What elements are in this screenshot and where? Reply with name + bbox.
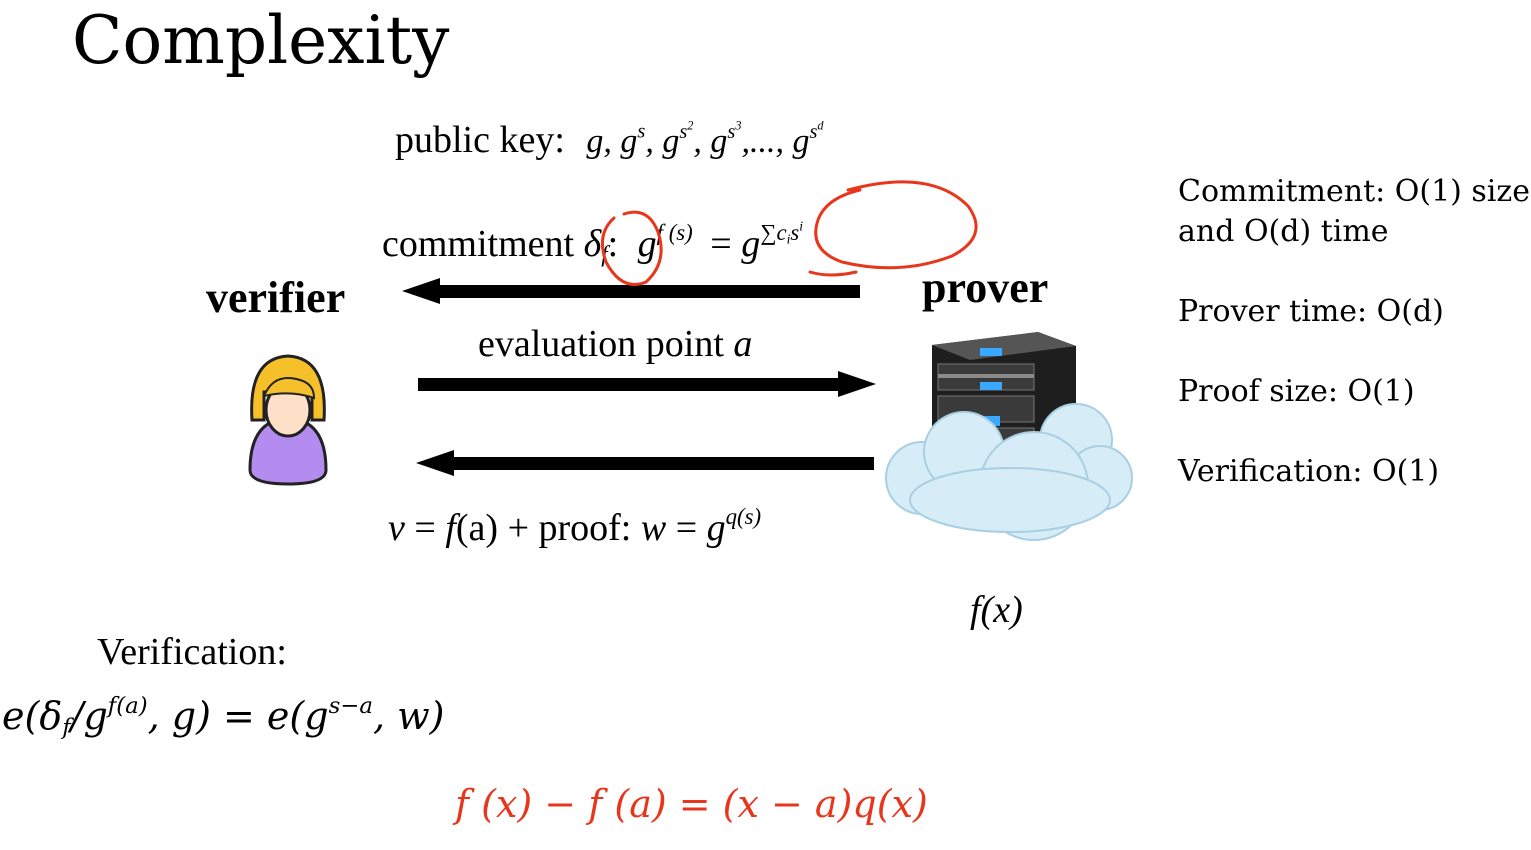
commitment-label: commitment — [382, 223, 575, 265]
response-expression: v = f(a) + proof: w = gq(s) — [388, 504, 762, 549]
pk-exp-2: s — [679, 120, 688, 143]
pk-exp-d-power: d — [817, 118, 824, 133]
server-cloud-icon — [885, 332, 1133, 541]
verifier-label: verifier — [206, 273, 346, 322]
side-note-prover-time: Prover time: O(d) — [1178, 294, 1444, 329]
verification-label: Verification: — [97, 631, 287, 673]
side-note-commitment-time: and O(d) time — [1178, 214, 1389, 249]
polynomial-identity: f (x) − f (a) = (x − a)q(x) — [455, 782, 928, 826]
pk-term-d: ,..., g — [741, 123, 810, 160]
red-annotations — [600, 180, 978, 286]
public-key: public key: g, gs, gs2, gs3,..., gsd — [395, 118, 824, 162]
pk-term-2: , g — [645, 123, 680, 160]
pk-exp-2-power: 2 — [687, 118, 694, 133]
verification-equation: e(δf/gf(a), g) = e(gs−a, w) — [2, 693, 445, 741]
pk-term-g: g — [586, 123, 604, 160]
evaluation-label: evaluation point — [478, 323, 724, 365]
commitment-expression: commitment δf: gf (s) = g∑cisi — [382, 218, 804, 266]
commitment-equals: = — [710, 223, 732, 265]
side-note-proof-size: Proof size: O(1) — [1178, 374, 1415, 409]
side-note-commitment-size: Commitment: O(1) size — [1178, 174, 1530, 209]
evaluation-arrow — [418, 371, 876, 397]
commitment-colon: : — [607, 223, 619, 265]
verifier-person-icon — [248, 354, 328, 486]
page-title: Complexity — [72, 2, 450, 79]
side-note-verification: Verification: O(1) — [1178, 454, 1440, 489]
commitment-arrow — [402, 278, 860, 304]
commitment-lhs: gf (s) — [637, 220, 693, 265]
prover-polynomial: f(x) — [970, 589, 1023, 631]
pk-exp-3: s — [727, 120, 736, 143]
public-key-label: public key: — [395, 119, 565, 161]
pk-exp-1: s — [637, 120, 646, 143]
evaluation-var: a — [733, 323, 753, 365]
pk-term-3: , g — [693, 123, 728, 160]
evaluation-point: evaluation point a — [478, 322, 752, 366]
pk-exp-3-power: 3 — [735, 118, 742, 133]
response-arrow — [416, 450, 874, 476]
pk-term-1: , g — [603, 123, 638, 160]
prover-label: prover — [922, 263, 1049, 312]
commitment-rhs: g∑cisi — [741, 218, 804, 265]
pk-exp-d: s — [809, 120, 818, 143]
